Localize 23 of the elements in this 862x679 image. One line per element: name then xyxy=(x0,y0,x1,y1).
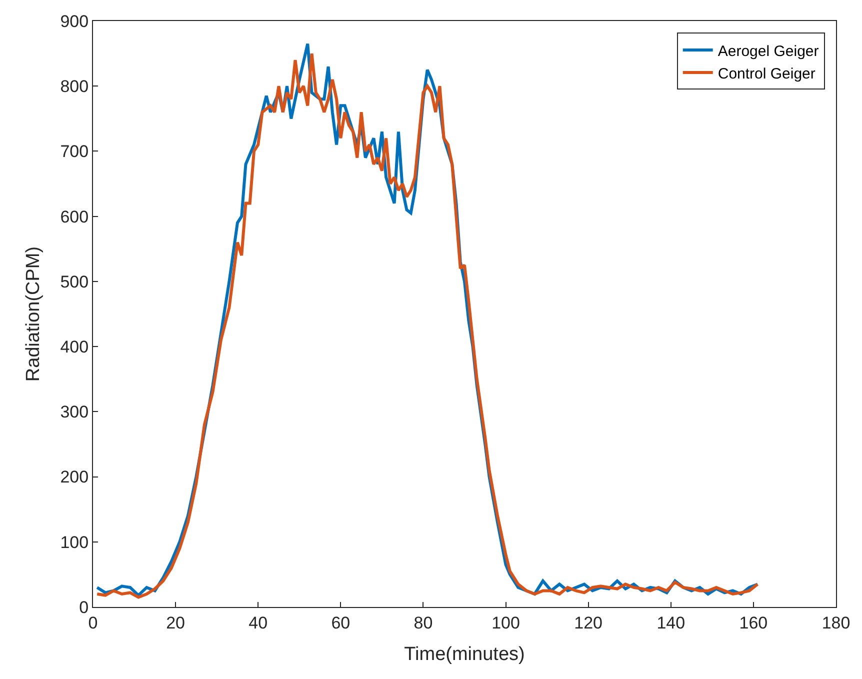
x-tick-label: 120 xyxy=(574,613,603,632)
x-tick-label: 180 xyxy=(822,613,850,632)
x-axis-title: Time(minutes) xyxy=(404,644,525,666)
x-tick-label: 100 xyxy=(492,613,520,632)
x-tick-label: 160 xyxy=(739,613,768,632)
x-tick-label: 140 xyxy=(656,613,686,632)
x-tick-label: 40 xyxy=(248,613,268,632)
y-axis-title: Radiation(CPM) xyxy=(23,246,44,382)
y-tick-label: 800 xyxy=(60,77,89,96)
legend-label: Aerogel Geiger xyxy=(718,42,819,60)
y-tick-label: 500 xyxy=(60,272,89,292)
y-tick-label: 400 xyxy=(60,338,89,357)
y-tick-label: 600 xyxy=(60,207,89,226)
y-tick-label: 300 xyxy=(60,402,89,422)
y-tick-label: 900 xyxy=(60,12,89,31)
y-tick-label: 0 xyxy=(79,598,89,617)
x-tick-label: 60 xyxy=(331,613,350,632)
y-tick-label: 100 xyxy=(60,532,89,552)
y-tick-label: 200 xyxy=(60,468,89,487)
x-tick-label: 80 xyxy=(414,613,433,632)
x-tick-label: 20 xyxy=(166,613,186,632)
legend-label: Control Geiger xyxy=(718,65,816,82)
y-tick-label: 700 xyxy=(60,142,89,162)
